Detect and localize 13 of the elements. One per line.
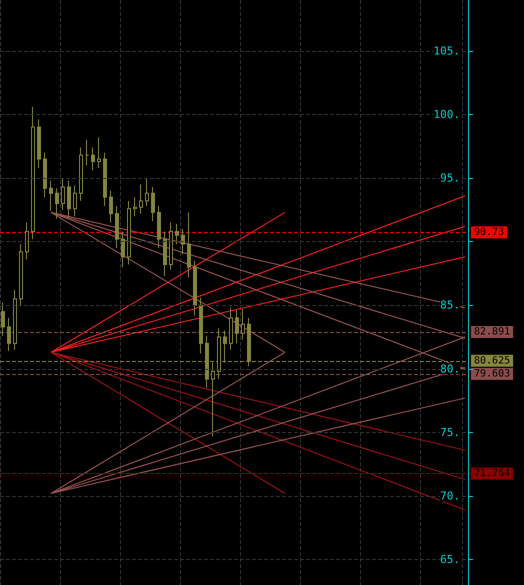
y-tick-label: 75. bbox=[440, 426, 460, 439]
y-tick-label: 105. bbox=[434, 44, 460, 58]
ref-line-label: 90.73 bbox=[474, 226, 504, 238]
y-tick-label: 95. bbox=[440, 172, 460, 185]
y-tick-label: 80. bbox=[440, 362, 460, 376]
ref-line-label: 79.603 bbox=[474, 368, 510, 380]
ref-line-label: 82.891 bbox=[474, 326, 510, 338]
y-tick-label: 65. bbox=[440, 553, 460, 566]
y-tick-label: 100. bbox=[434, 108, 460, 121]
y-tick-label: 85. bbox=[440, 298, 460, 312]
y-tick-label: 70. bbox=[440, 489, 460, 502]
ref-line-label: 71.764 bbox=[474, 468, 510, 480]
ref-line-label: 80.625 bbox=[474, 355, 510, 366]
